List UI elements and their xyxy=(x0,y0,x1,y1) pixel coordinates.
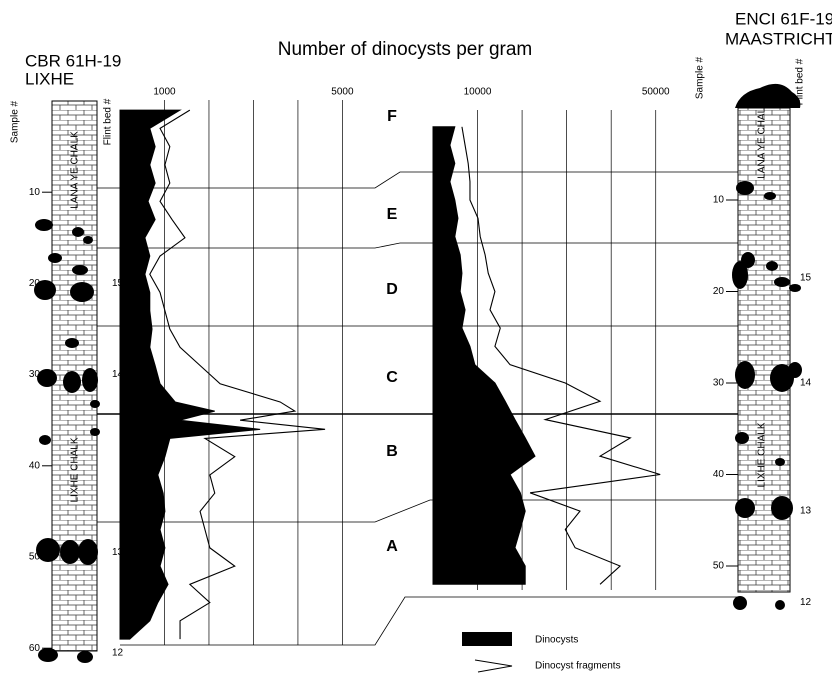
axis-label: Sample # xyxy=(10,100,21,143)
zone-label: C xyxy=(386,369,398,386)
fragment-line xyxy=(150,110,325,639)
y-tick-label: 50 xyxy=(29,552,41,563)
zone-label: F xyxy=(387,108,397,125)
axis-label: Flint bed # xyxy=(103,98,114,145)
x-tick-label: 50000 xyxy=(642,87,670,98)
y-tick-label: 40 xyxy=(29,460,41,471)
flint-bed-label: 12 xyxy=(800,597,812,608)
unit-label: LIXHE CHALK xyxy=(757,422,768,487)
x-tick-label: 1000 xyxy=(153,87,176,98)
y-tick-label: 40 xyxy=(713,469,725,480)
flint-bed-label: 12 xyxy=(112,647,124,658)
x-tick-label: 10000 xyxy=(464,87,492,98)
y-tick-label: 50 xyxy=(713,561,725,572)
section-title: ENCI 61F-19 xyxy=(735,9,832,28)
flint-bed-label: 15 xyxy=(800,272,812,283)
legend-swatch xyxy=(462,632,512,646)
x-tick-label: 5000 xyxy=(331,87,354,98)
y-tick-label: 30 xyxy=(713,378,725,389)
flint-bed-label: 13 xyxy=(800,506,812,517)
y-tick-label: 30 xyxy=(29,369,41,380)
y-tick-label: 10 xyxy=(713,195,725,206)
zone-label: D xyxy=(386,281,398,298)
legend-label: Dinocyst fragments xyxy=(535,661,621,672)
zone-label: E xyxy=(387,206,398,223)
section-title: MAASTRICHT xyxy=(725,29,832,48)
zone-label: B xyxy=(386,443,398,460)
dinocyst-area xyxy=(433,127,535,585)
flint-bed-label: 14 xyxy=(800,378,812,389)
zone-label: A xyxy=(386,538,398,555)
legend-label: Dinocysts xyxy=(535,635,578,646)
figure: Number of dinocysts per gram Dinocysts D… xyxy=(0,0,832,677)
section-title: CBR 61H-19 xyxy=(25,51,121,70)
section-title: LIXHE xyxy=(25,69,74,88)
axis-label: Flint bed # xyxy=(795,58,806,105)
y-tick-label: 20 xyxy=(29,278,41,289)
figure-title: Number of dinocysts per gram xyxy=(278,39,533,60)
y-tick-label: 60 xyxy=(29,643,41,654)
legend-swatch xyxy=(475,660,512,672)
axis-label: Sample # xyxy=(695,56,706,99)
unit-label: LIXHE CHALK xyxy=(70,437,81,502)
y-tick-label: 10 xyxy=(29,187,41,198)
unit-label: LANA YE CHALK xyxy=(70,131,81,209)
y-tick-label: 20 xyxy=(713,286,725,297)
dinocyst-area xyxy=(120,110,260,639)
unit-label: LANA YE CHALK xyxy=(757,101,768,179)
